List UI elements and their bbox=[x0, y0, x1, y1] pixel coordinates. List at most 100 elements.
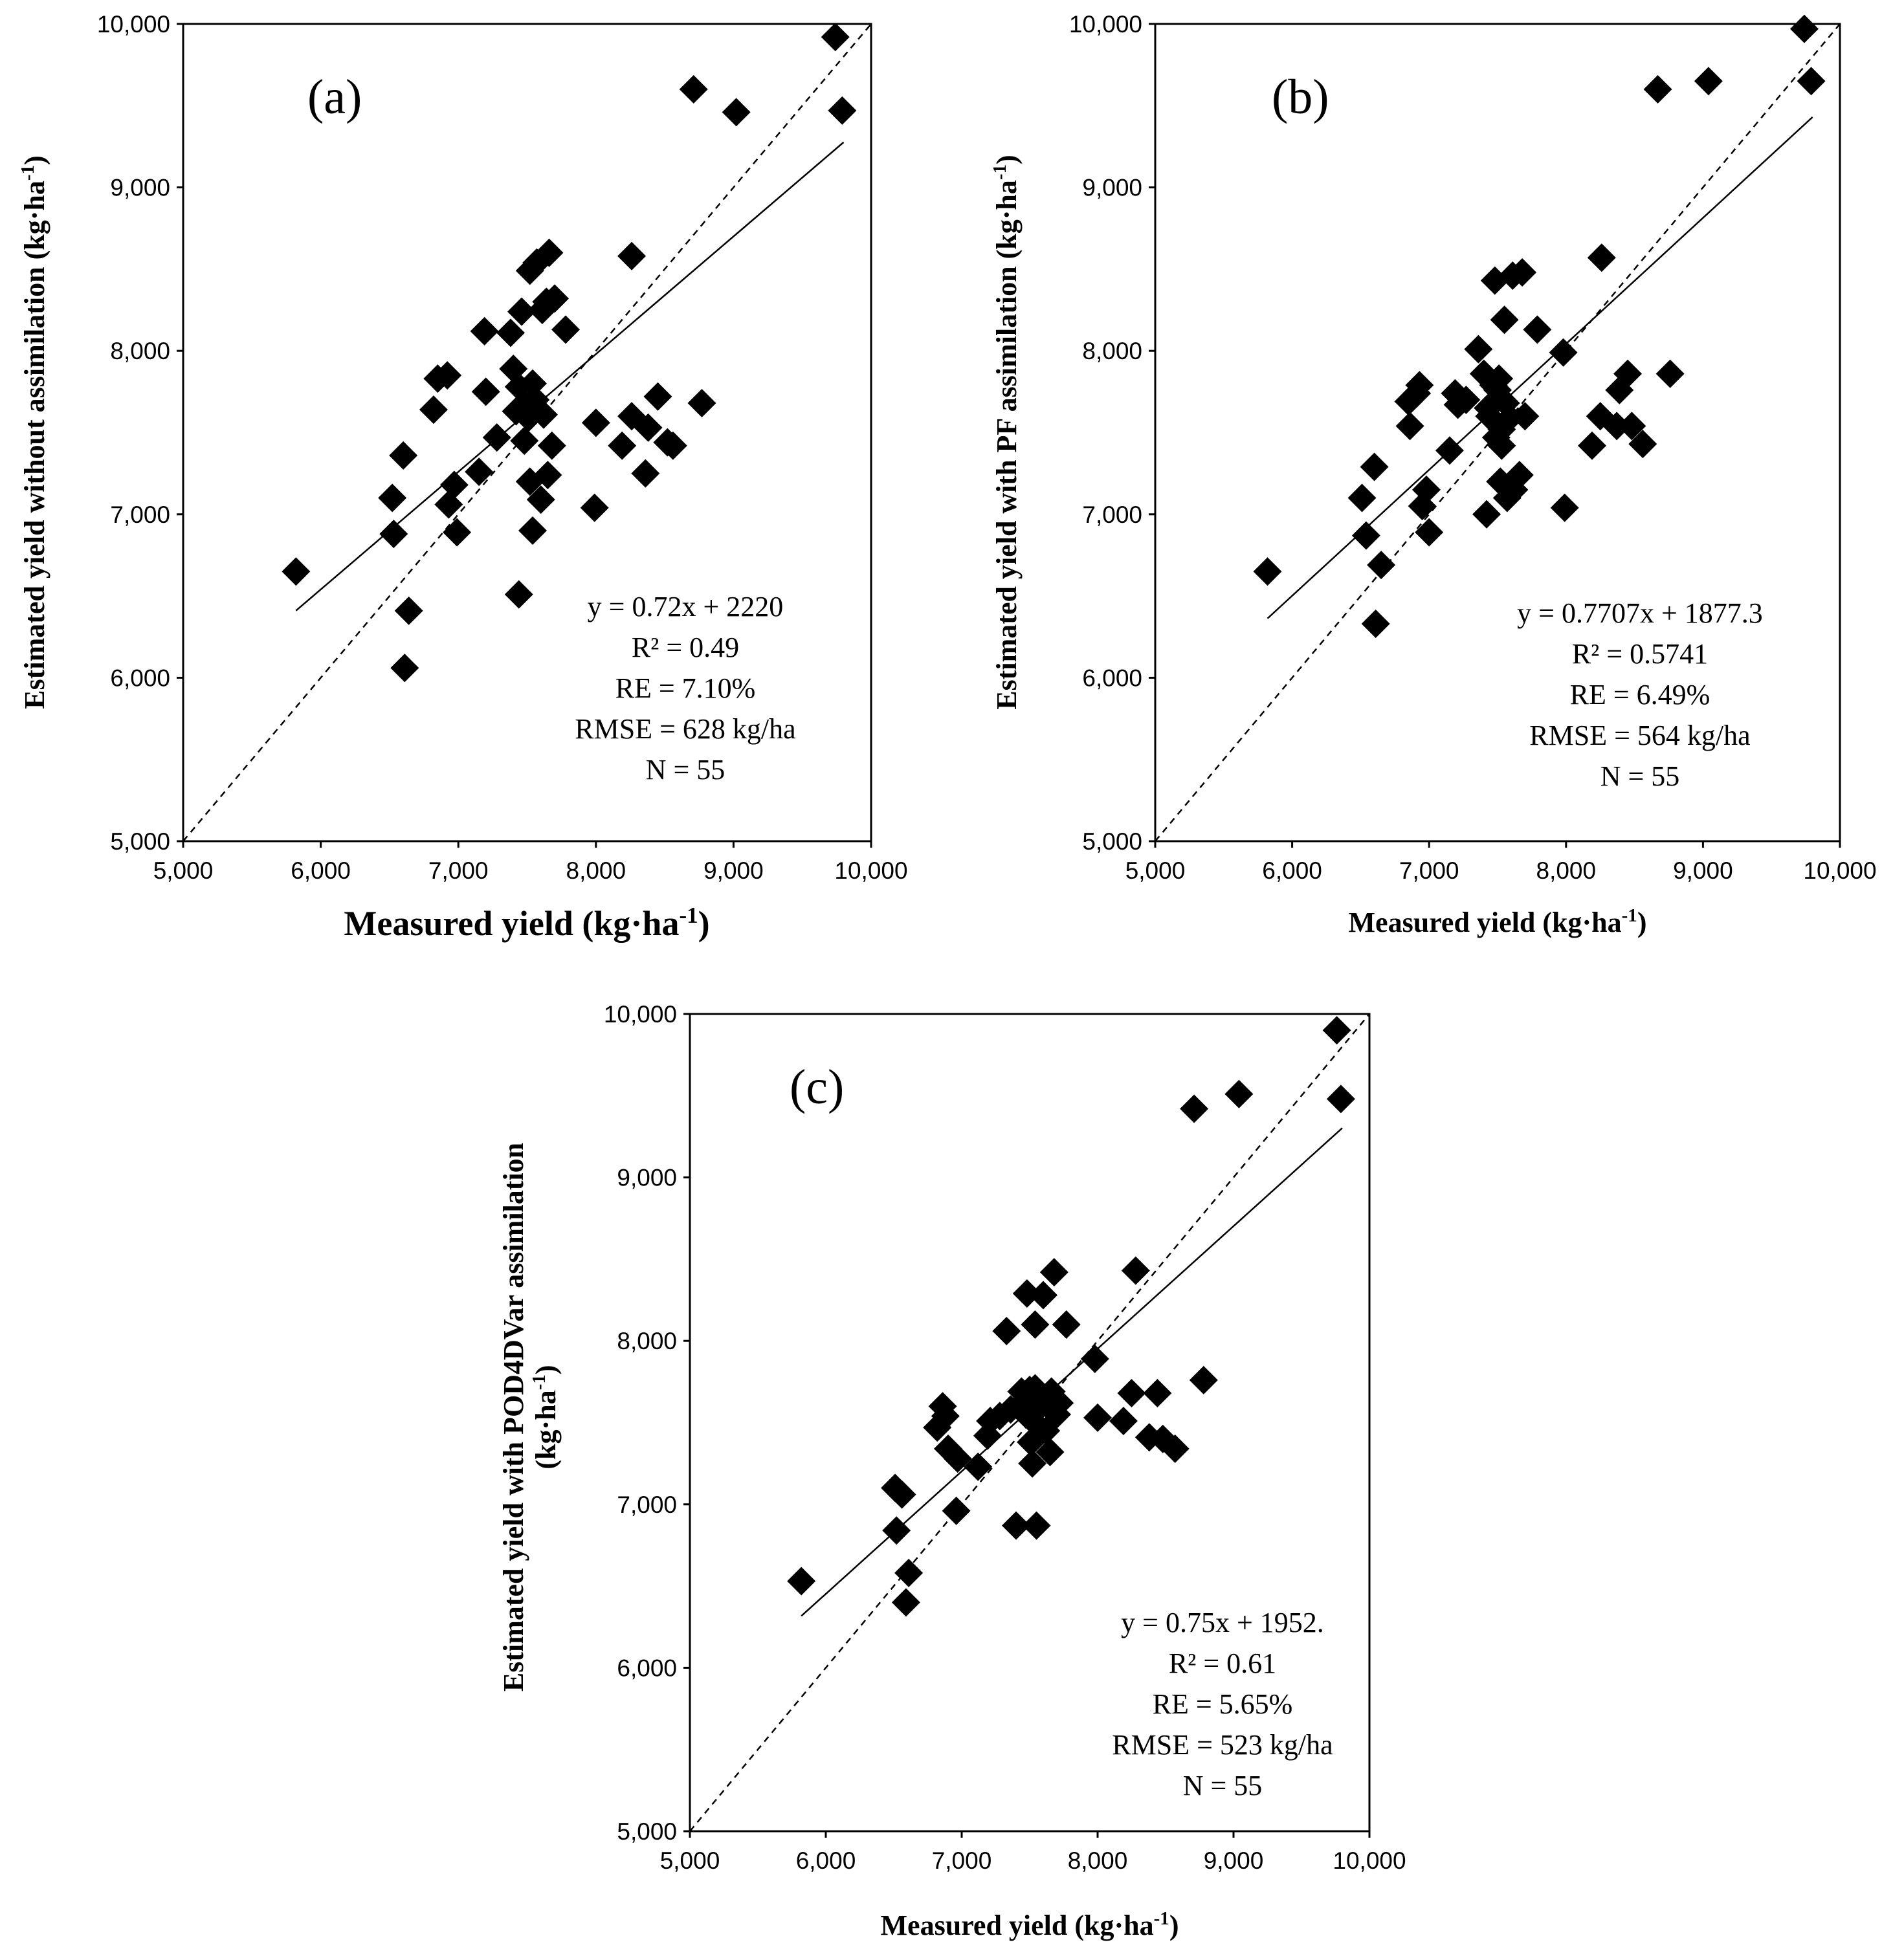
y-tick-label: 6,000 bbox=[1082, 665, 1142, 691]
data-point bbox=[1109, 1406, 1138, 1435]
x-tick-label: 8,000 bbox=[1536, 857, 1597, 884]
x-tick-label: 9,000 bbox=[1673, 857, 1733, 884]
x-tick-label: 9,000 bbox=[1204, 1847, 1264, 1874]
data-point bbox=[504, 580, 533, 609]
x-tick-label: 6,000 bbox=[1262, 857, 1322, 884]
data-point bbox=[496, 318, 525, 347]
plot-frame bbox=[689, 1013, 1371, 1833]
data-point bbox=[1523, 315, 1552, 344]
panel-label: (b) bbox=[1272, 70, 1329, 124]
data-point bbox=[1121, 1256, 1150, 1285]
one-to-one-line bbox=[689, 1013, 1370, 1832]
plot-frame bbox=[182, 23, 872, 842]
stats-line: y = 0.75x + 1952. bbox=[1121, 1607, 1324, 1638]
stats-line: R² = 0.49 bbox=[632, 632, 739, 663]
data-point bbox=[535, 238, 564, 267]
data-point bbox=[1505, 461, 1534, 490]
data-point bbox=[1117, 1379, 1146, 1408]
data-point bbox=[931, 1402, 960, 1431]
one-to-one-line bbox=[183, 23, 872, 842]
data-point bbox=[1508, 258, 1537, 287]
data-point bbox=[1472, 500, 1501, 529]
data-point bbox=[390, 654, 419, 683]
data-point bbox=[419, 395, 448, 424]
data-point bbox=[992, 1317, 1021, 1346]
x-tick-label: 5,000 bbox=[660, 1847, 720, 1874]
x-tick-label: 7,000 bbox=[428, 857, 489, 884]
y-tick-label: 7,000 bbox=[1082, 501, 1142, 528]
data-point bbox=[1351, 521, 1380, 550]
data-point bbox=[433, 361, 462, 390]
y-axis-label: Estimated yield without assimilation (kg… bbox=[17, 155, 50, 709]
stats-line: RE = 6.49% bbox=[1570, 679, 1710, 710]
y-tick-label: 9,000 bbox=[1082, 175, 1142, 201]
one-to-one-line bbox=[1155, 23, 1841, 842]
data-point bbox=[1322, 1016, 1351, 1045]
data-point bbox=[1347, 483, 1377, 512]
data-point bbox=[1613, 359, 1643, 388]
data-point bbox=[1361, 610, 1390, 639]
data-point bbox=[1789, 14, 1819, 43]
x-tick-label: 10,000 bbox=[834, 857, 907, 884]
y-tick-label: 9,000 bbox=[110, 175, 170, 201]
data-point bbox=[1464, 335, 1493, 364]
data-point bbox=[1052, 1310, 1081, 1339]
stats-line: N = 55 bbox=[1183, 1770, 1263, 1801]
data-point bbox=[1617, 412, 1646, 441]
data-point bbox=[617, 241, 647, 270]
stats-line: N = 55 bbox=[646, 754, 725, 786]
x-tick-label: 6,000 bbox=[796, 1847, 856, 1874]
chart-panel-c: 5,000 6,000 7,000 8,000 9,000 10,000 5,000 6,00… bbox=[498, 1001, 1406, 1941]
stats-line: y = 0.72x + 2220 bbox=[588, 591, 784, 622]
x-tick-label: 8,000 bbox=[1068, 1847, 1128, 1874]
stats-line: RE = 7.10% bbox=[615, 672, 756, 704]
data-point bbox=[1411, 475, 1441, 504]
data-point bbox=[1643, 75, 1672, 104]
stats-line: R² = 0.61 bbox=[1169, 1647, 1276, 1679]
data-point bbox=[540, 284, 570, 313]
stats-line: y = 0.7707x + 1877.3 bbox=[1517, 597, 1763, 629]
data-point bbox=[533, 461, 562, 490]
chart-panel-b: 5,000 6,000 7,000 8,000 9,000 10,000 5,000 6,00… bbox=[990, 11, 1877, 938]
data-point bbox=[679, 75, 708, 104]
data-point bbox=[1485, 364, 1514, 393]
data-point bbox=[828, 96, 857, 125]
y-tick-label: 6,000 bbox=[617, 1655, 677, 1681]
panel-label: (c) bbox=[790, 1060, 844, 1114]
data-point bbox=[1578, 431, 1607, 460]
y-tick-label: 7,000 bbox=[110, 501, 170, 528]
data-point bbox=[394, 596, 423, 625]
panel-label: (a) bbox=[307, 70, 362, 124]
data-point bbox=[1405, 371, 1434, 400]
data-point bbox=[787, 1567, 816, 1596]
data-point bbox=[1452, 385, 1481, 414]
data-point bbox=[507, 297, 536, 326]
x-tick-label: 5,000 bbox=[153, 857, 214, 884]
x-axis-label: Measured yield (kg·ha-1) bbox=[1349, 905, 1647, 938]
data-point bbox=[389, 441, 418, 470]
data-point bbox=[634, 413, 663, 442]
x-tick-label: 10,000 bbox=[1803, 857, 1876, 884]
data-point bbox=[1029, 1281, 1057, 1310]
data-point bbox=[643, 382, 672, 411]
data-point bbox=[687, 389, 716, 418]
data-point bbox=[518, 516, 548, 545]
data-point bbox=[658, 431, 687, 460]
data-point bbox=[537, 431, 566, 460]
data-point bbox=[1021, 1310, 1050, 1339]
data-point bbox=[1326, 1085, 1355, 1114]
data-point bbox=[1602, 412, 1632, 441]
data-point bbox=[1180, 1094, 1209, 1123]
data-point bbox=[580, 493, 609, 522]
y-tick-label: 8,000 bbox=[110, 338, 170, 364]
data-point bbox=[891, 1588, 920, 1617]
data-point bbox=[443, 518, 472, 547]
data-point bbox=[631, 459, 660, 488]
data-point bbox=[943, 1444, 972, 1473]
data-point bbox=[887, 1480, 916, 1509]
y-tick-label: 8,000 bbox=[617, 1328, 677, 1354]
data-point bbox=[471, 377, 500, 406]
data-point bbox=[581, 408, 610, 437]
data-point bbox=[964, 1452, 993, 1481]
